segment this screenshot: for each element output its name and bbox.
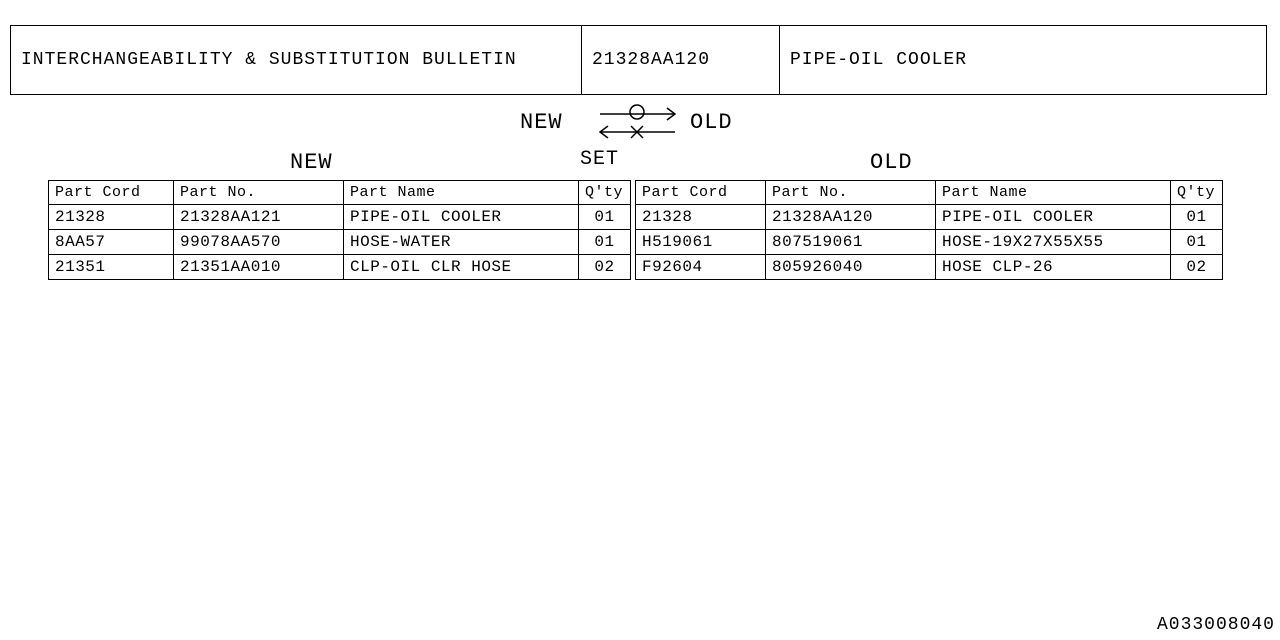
drawing-code: A033008040 — [1157, 615, 1275, 635]
table-row: 21328 21328AA121 PIPE-OIL COOLER 01 — [49, 205, 631, 230]
col-part-cord: Part Cord — [636, 181, 766, 205]
cell-cord: 21328 — [49, 205, 174, 230]
cell-cord: 21351 — [49, 255, 174, 280]
cell-cord: H519061 — [636, 230, 766, 255]
bulletin-part-name: PIPE-OIL COOLER — [780, 26, 1266, 94]
symbol-set-label: SET — [580, 148, 619, 171]
bulletin-header: INTERCHANGEABILITY & SUBSTITUTION BULLET… — [10, 25, 1267, 95]
cell-cord: 21328 — [636, 205, 766, 230]
bulletin-part-no: 21328AA120 — [582, 26, 780, 94]
cell-name: HOSE-WATER — [344, 230, 579, 255]
new-group-label: NEW — [290, 150, 333, 175]
cell-no: 99078AA570 — [174, 230, 344, 255]
interchange-arrows-icon — [595, 102, 685, 144]
cell-qty: 02 — [1171, 255, 1223, 280]
table-header-row: Part Cord Part No. Part Name Q'ty — [49, 181, 631, 205]
bulletin-title: INTERCHANGEABILITY & SUBSTITUTION BULLET… — [11, 26, 582, 94]
cell-qty: 01 — [579, 230, 631, 255]
col-part-no: Part No. — [174, 181, 344, 205]
cell-qty: 02 — [579, 255, 631, 280]
col-part-no: Part No. — [766, 181, 936, 205]
col-part-name: Part Name — [936, 181, 1171, 205]
cell-name: PIPE-OIL COOLER — [344, 205, 579, 230]
cell-no: 21328AA121 — [174, 205, 344, 230]
col-part-cord: Part Cord — [49, 181, 174, 205]
table-row: F92604 805926040 HOSE CLP-26 02 — [636, 255, 1223, 280]
symbol-new-label: NEW — [520, 110, 563, 135]
old-group-label: OLD — [870, 150, 913, 175]
cell-qty: 01 — [1171, 205, 1223, 230]
table-row: H519061 807519061 HOSE-19X27X55X55 01 — [636, 230, 1223, 255]
cell-name: HOSE-19X27X55X55 — [936, 230, 1171, 255]
col-qty: Q'ty — [1171, 181, 1223, 205]
cell-no: 805926040 — [766, 255, 936, 280]
col-qty: Q'ty — [579, 181, 631, 205]
cell-cord: 8AA57 — [49, 230, 174, 255]
cell-qty: 01 — [579, 205, 631, 230]
col-part-name: Part Name — [344, 181, 579, 205]
interchange-symbol: NEW OLD SET — [520, 100, 740, 160]
cell-name: HOSE CLP-26 — [936, 255, 1171, 280]
cell-name: CLP-OIL CLR HOSE — [344, 255, 579, 280]
cell-no: 807519061 — [766, 230, 936, 255]
table-row: 8AA57 99078AA570 HOSE-WATER 01 — [49, 230, 631, 255]
cell-no: 21328AA120 — [766, 205, 936, 230]
table-row: 21328 21328AA120 PIPE-OIL COOLER 01 — [636, 205, 1223, 230]
symbol-old-label: OLD — [690, 110, 733, 135]
new-parts-table: Part Cord Part No. Part Name Q'ty 21328 … — [48, 180, 631, 280]
table-row: 21351 21351AA010 CLP-OIL CLR HOSE 02 — [49, 255, 631, 280]
table-header-row: Part Cord Part No. Part Name Q'ty — [636, 181, 1223, 205]
cell-name: PIPE-OIL COOLER — [936, 205, 1171, 230]
cell-cord: F92604 — [636, 255, 766, 280]
cell-qty: 01 — [1171, 230, 1223, 255]
old-parts-table: Part Cord Part No. Part Name Q'ty 21328 … — [635, 180, 1223, 280]
cell-no: 21351AA010 — [174, 255, 344, 280]
